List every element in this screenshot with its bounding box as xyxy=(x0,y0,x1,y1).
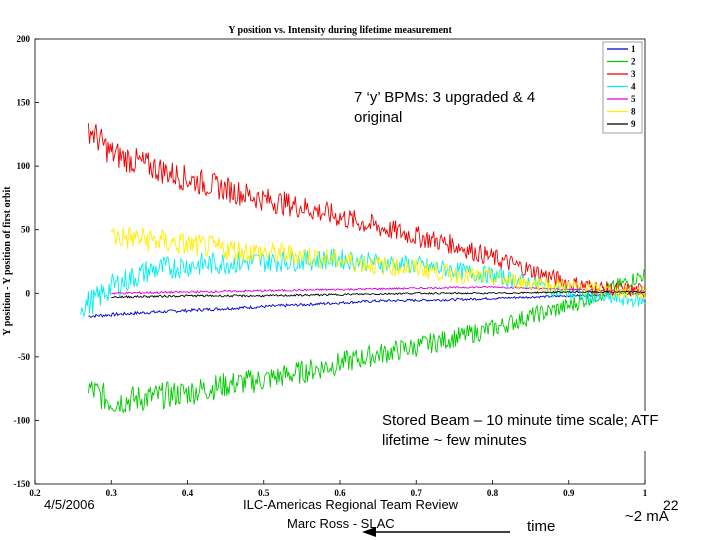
y-tick-label: -50 xyxy=(18,352,30,362)
y-tick-label: 0 xyxy=(26,288,31,298)
x-axis-ticks: 0.2 0.3 0.4 0.5 0.6 0.7 0.8 0.9 1 xyxy=(29,480,648,498)
legend-label: 3 xyxy=(631,69,636,79)
legend-label: 1 xyxy=(631,44,636,54)
x-tick-label: 0.7 xyxy=(411,488,423,498)
legend: 1 2 3 4 5 8 9 xyxy=(602,41,643,134)
y-axis-label: Y position - Y position of first orbit xyxy=(2,186,13,336)
legend-label: 2 xyxy=(631,57,636,67)
x-tick-label: 0.2 xyxy=(29,488,41,498)
x-tick-label: 0.8 xyxy=(487,488,499,498)
footer-author: Marc Ross - SLAC xyxy=(287,516,395,531)
y-tick-label: -100 xyxy=(14,415,31,425)
legend-label: 8 xyxy=(631,107,636,117)
chart-title: Y position vs. Intensity during lifetime… xyxy=(228,25,452,36)
x-tick-label: 0.3 xyxy=(106,488,118,498)
series-layer xyxy=(80,123,646,414)
series-line-3 xyxy=(87,123,646,299)
x-tick-label: 0.5 xyxy=(258,488,270,498)
series-line-8 xyxy=(110,225,646,300)
footer-review: ILC-Americas Regional Team Review xyxy=(243,497,459,512)
x-tick-label: 0.9 xyxy=(563,488,575,498)
y-tick-label: -150 xyxy=(14,479,31,489)
legend-label: 4 xyxy=(631,82,636,92)
y-tick-label: 50 xyxy=(21,225,31,235)
bpm-annotation: 7 ‘y’ BPMs: 3 upgraded & 4 original xyxy=(354,88,554,128)
time-label: time xyxy=(527,518,556,535)
series-line-2 xyxy=(87,267,646,414)
x-tick-label: 0.6 xyxy=(334,488,346,498)
y-axis-ticks: 200 150 100 50 0 -50 -100 -150 xyxy=(14,34,39,489)
x-tick-label: 0.4 xyxy=(182,488,194,498)
x-tick-label: 1 xyxy=(643,488,648,498)
legend-box xyxy=(602,41,643,134)
y-tick-label: 150 xyxy=(17,98,31,108)
current-label: ~2 mA xyxy=(625,508,669,525)
legend-label: 5 xyxy=(631,94,636,104)
footer-page-number: 22 xyxy=(663,497,679,513)
footer-date: 4/5/2006 xyxy=(44,497,95,512)
beam-annotation: Stored Beam – 10 minute time scale; ATF … xyxy=(382,411,664,451)
y-tick-label: 100 xyxy=(17,161,31,171)
legend-label: 9 xyxy=(631,119,636,129)
series-line-9 xyxy=(111,290,646,299)
y-tick-label: 200 xyxy=(17,34,31,44)
